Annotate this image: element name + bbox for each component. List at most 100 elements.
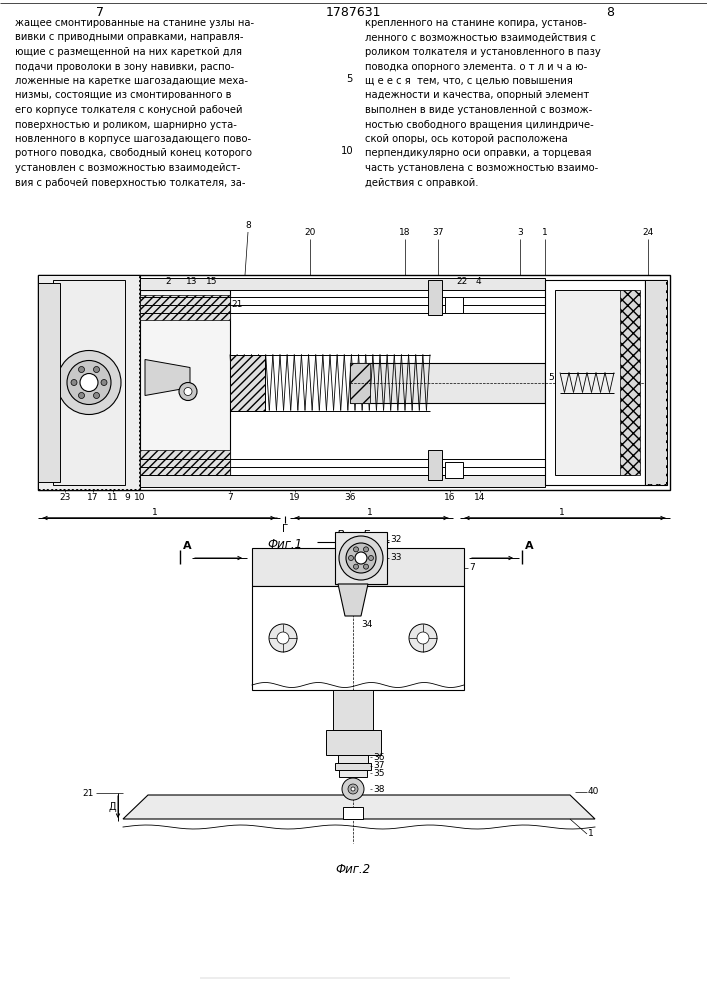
Circle shape (351, 787, 355, 791)
Text: 21: 21 (82, 788, 94, 798)
Circle shape (269, 624, 297, 652)
Text: вивки с приводными оправками, направля-: вивки с приводными оправками, направля- (15, 32, 243, 42)
Text: 9: 9 (124, 493, 130, 502)
Text: 20: 20 (304, 228, 316, 237)
Bar (350, 362, 370, 402)
Bar (38, 283, 60, 482)
Polygon shape (123, 795, 595, 819)
Circle shape (363, 564, 368, 569)
Text: 7: 7 (96, 6, 104, 19)
Bar (343, 807, 363, 819)
Text: 1: 1 (542, 228, 548, 237)
Text: поводка опорного элемента. о т л и ч а ю-: поводка опорного элемента. о т л и ч а ю… (365, 62, 588, 72)
Bar (620, 290, 640, 475)
Text: Д: Д (108, 802, 116, 812)
Text: ленного с возможностью взаимодействия с: ленного с возможностью взаимодействия с (365, 32, 596, 42)
Text: 10: 10 (134, 493, 146, 502)
Circle shape (277, 632, 289, 644)
Text: ложенные на каретке шагозадающие меха-: ложенные на каретке шагозадающие меха- (15, 76, 248, 86)
Text: А: А (525, 541, 533, 551)
Circle shape (417, 632, 429, 644)
Bar (140, 475, 545, 487)
Text: 4: 4 (475, 277, 481, 286)
Text: жащее смонтированные на станине узлы на-: жащее смонтированные на станине узлы на- (15, 18, 254, 28)
Circle shape (93, 392, 100, 398)
Text: низмы, состоящие из смонтированного в: низмы, состоящие из смонтированного в (15, 91, 231, 101)
Bar (140, 278, 545, 290)
Bar (140, 290, 230, 475)
Text: 36: 36 (344, 493, 356, 502)
Text: 32: 32 (390, 536, 402, 544)
Bar (646, 281, 666, 484)
Text: 1: 1 (367, 508, 373, 517)
Bar (252, 586, 464, 690)
Text: установлен с возможностью взаимодейст-: установлен с возможностью взаимодейст- (15, 163, 240, 173)
Text: 10: 10 (340, 146, 353, 156)
Text: 22: 22 (457, 277, 467, 286)
Bar (339, 770, 367, 777)
Circle shape (348, 784, 358, 794)
Circle shape (78, 367, 85, 373)
Bar (230, 355, 265, 410)
Text: 13: 13 (186, 277, 198, 286)
Text: 1: 1 (588, 830, 594, 838)
Bar (338, 755, 368, 763)
Text: 2: 2 (165, 277, 171, 286)
Bar (428, 280, 442, 315)
Text: 14: 14 (474, 493, 486, 502)
Polygon shape (338, 584, 368, 616)
Text: 17: 17 (87, 493, 99, 502)
Bar (445, 462, 463, 478)
Text: его корпусе толкателя с конусной рабочей: его корпусе толкателя с конусной рабочей (15, 105, 243, 115)
Bar (252, 548, 464, 586)
Bar (445, 297, 463, 313)
Text: ской опоры, ось которой расположена: ской опоры, ось которой расположена (365, 134, 568, 144)
Circle shape (101, 379, 107, 385)
Text: 33: 33 (390, 554, 402, 562)
Bar (350, 362, 545, 402)
Bar (38, 275, 670, 490)
Text: 8: 8 (606, 6, 614, 19)
Text: 1: 1 (559, 508, 565, 517)
Bar (555, 290, 635, 475)
Text: 23: 23 (59, 493, 71, 502)
Text: роликом толкателя и установленного в пазу: роликом толкателя и установленного в паз… (365, 47, 601, 57)
Text: 1: 1 (152, 508, 158, 517)
Text: часть установлена с возможностью взаимо-: часть установлена с возможностью взаимо- (365, 163, 598, 173)
Text: щ е е с я  тем, что, с целью повышения: щ е е с я тем, что, с целью повышения (365, 76, 573, 86)
Bar (335, 763, 371, 770)
Text: 5: 5 (548, 373, 554, 382)
Text: вия с рабочей поверхностью толкателя, за-: вия с рабочей поверхностью толкателя, за… (15, 178, 245, 188)
Circle shape (363, 547, 368, 552)
Text: 18: 18 (399, 228, 411, 237)
Circle shape (354, 564, 358, 569)
Text: 7: 7 (227, 493, 233, 502)
Circle shape (71, 379, 77, 385)
Text: надежности и качества, опорный элемент: надежности и качества, опорный элемент (365, 91, 589, 101)
Bar (140, 450, 230, 475)
Text: 3: 3 (517, 228, 523, 237)
Bar (39, 276, 139, 489)
Bar (333, 690, 373, 730)
Circle shape (342, 778, 364, 800)
Circle shape (354, 547, 358, 552)
Circle shape (346, 543, 376, 573)
Text: Г: Г (282, 524, 288, 534)
Text: 35: 35 (373, 768, 385, 778)
Bar (38, 275, 140, 490)
Circle shape (184, 387, 192, 395)
Text: Фиг.2: Фиг.2 (335, 863, 370, 876)
Bar (645, 280, 667, 485)
Text: выполнен в виде установленной с возмож-: выполнен в виде установленной с возмож- (365, 105, 592, 115)
Bar (230, 355, 265, 410)
Text: 24: 24 (643, 228, 654, 237)
Text: 16: 16 (444, 493, 456, 502)
Bar (53, 280, 125, 485)
Bar (545, 280, 645, 485)
Text: 11: 11 (107, 493, 119, 502)
Circle shape (409, 624, 437, 652)
Text: 8: 8 (245, 221, 251, 230)
Text: 5: 5 (346, 74, 353, 84)
Text: ностью свободного вращения цилиндриче-: ностью свободного вращения цилиндриче- (365, 119, 594, 129)
Text: 15: 15 (206, 277, 218, 286)
